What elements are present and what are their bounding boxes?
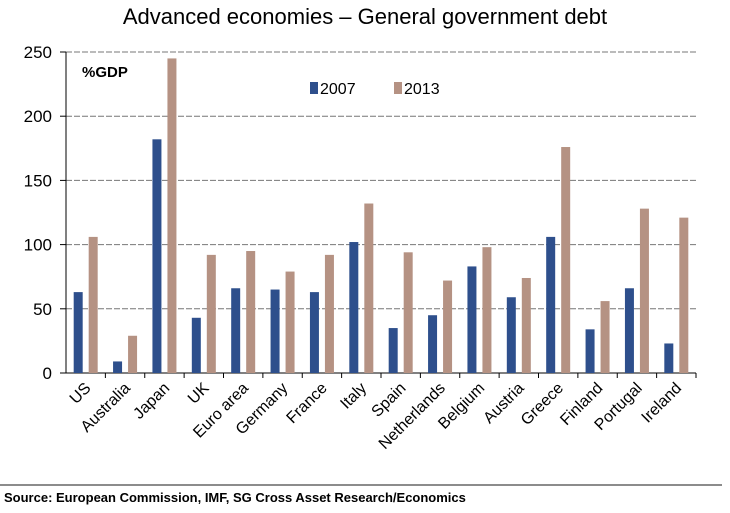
footer-divider xyxy=(0,484,722,486)
bar-2007-germany xyxy=(270,289,280,373)
x-tick-label: France xyxy=(284,380,331,427)
y-tick-label: 200 xyxy=(24,107,52,126)
unit-label: %GDP xyxy=(82,64,128,81)
bar-2013-austria xyxy=(521,277,531,373)
bar-2007-spain xyxy=(388,328,398,373)
bar-2013-portugal xyxy=(639,208,649,373)
legend-label-2007: 2007 xyxy=(320,81,356,98)
x-tick-label: UK xyxy=(185,380,213,408)
bar-2007-euro-area xyxy=(231,288,241,373)
bar-2007-us xyxy=(73,292,83,373)
x-tick-label: Italy xyxy=(337,380,370,413)
bars xyxy=(73,58,689,374)
bar-2007-portugal xyxy=(624,288,634,373)
x-tick-label: Japan xyxy=(130,380,173,423)
bar-2013-uk xyxy=(206,254,216,373)
source-note: Source: European Commission, IMF, SG Cro… xyxy=(4,490,466,505)
bar-2007-australia xyxy=(113,361,123,373)
bar-2013-greece xyxy=(561,147,571,373)
bar-2013-ireland xyxy=(679,217,689,373)
bar-2007-france xyxy=(309,292,319,373)
bar-2007-ireland xyxy=(664,343,674,373)
bar-2013-italy xyxy=(364,203,374,373)
bar-2007-netherlands xyxy=(428,315,438,373)
chart-title: Advanced economies – General government … xyxy=(122,4,608,29)
x-tick-label: US xyxy=(67,380,95,408)
bar-2013-australia xyxy=(128,335,138,373)
bar-2013-finland xyxy=(600,301,610,373)
bar-2013-germany xyxy=(285,271,295,373)
bar-2007-finland xyxy=(585,329,595,373)
legend-swatch-2007 xyxy=(310,82,318,94)
y-tick-label: 0 xyxy=(43,364,52,383)
x-tick-label: Ireland xyxy=(639,380,686,427)
bar-2013-us xyxy=(88,236,98,373)
bar-2013-france xyxy=(324,254,334,373)
bar-2007-italy xyxy=(349,242,359,373)
y-tick-label: 150 xyxy=(24,171,52,190)
y-tick-label: 100 xyxy=(24,236,52,255)
bar-2013-euro-area xyxy=(246,251,256,373)
bar-2007-austria xyxy=(506,297,516,373)
bar-2013-japan xyxy=(167,58,177,374)
legend-label-2013: 2013 xyxy=(404,81,440,98)
legend: 2007 2013 xyxy=(310,81,440,98)
bar-2013-netherlands xyxy=(443,280,453,373)
bar-2007-japan xyxy=(152,139,162,373)
bar-2013-belgium xyxy=(482,247,492,373)
bar-2007-greece xyxy=(546,236,556,373)
y-axis: 0 50 100 150 200 250 xyxy=(24,43,697,383)
y-tick-label: 50 xyxy=(33,300,52,319)
y-tick-label: 250 xyxy=(24,43,52,62)
x-tick-label: Greece xyxy=(518,380,567,429)
bar-2013-spain xyxy=(403,252,413,373)
legend-swatch-2013 xyxy=(394,82,402,94)
bar-2007-belgium xyxy=(467,266,477,373)
bar-2007-uk xyxy=(191,317,201,373)
